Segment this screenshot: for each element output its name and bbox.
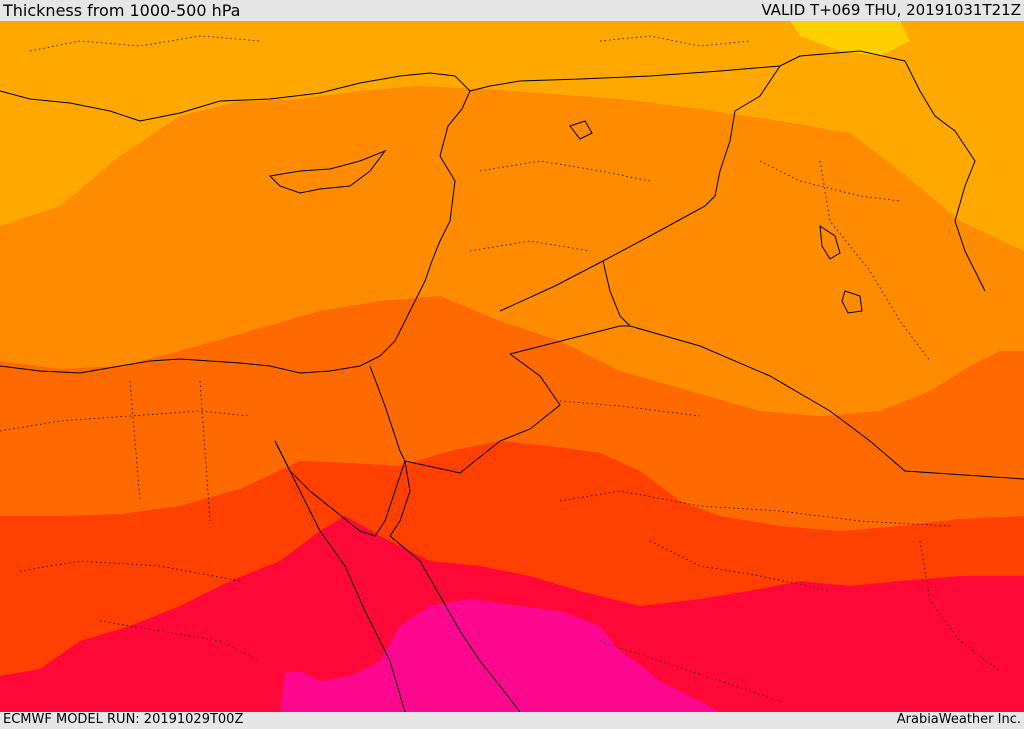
thickness-map — [0, 21, 1024, 712]
band-yellow — [790, 21, 910, 56]
credit: ArabiaWeather Inc. — [896, 712, 1021, 727]
header-bar: Thickness from 1000-500 hPa VALID T+069 … — [0, 0, 1024, 21]
band-magenta — [280, 599, 720, 712]
footer-bar: ECMWF MODEL RUN: 20191029T00Z ArabiaWeat… — [0, 712, 1024, 729]
map-title: Thickness from 1000-500 hPa — [3, 1, 241, 20]
valid-time: VALID T+069 THU, 20191031T21Z — [761, 1, 1021, 19]
model-run: ECMWF MODEL RUN: 20191029T00Z — [3, 712, 244, 727]
borders — [0, 50, 1024, 712]
admin-borders — [0, 35, 1001, 702]
